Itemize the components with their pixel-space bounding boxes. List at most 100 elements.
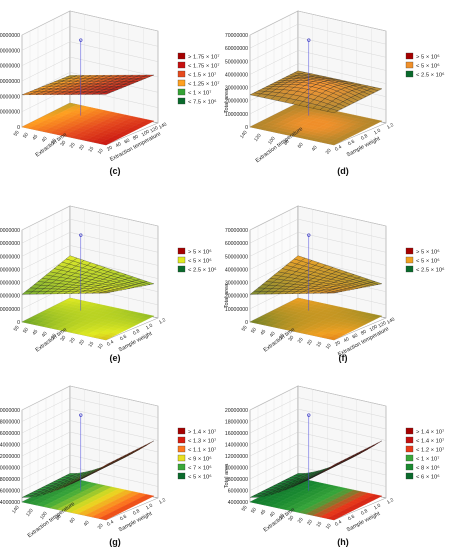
legend: > 5 × 10⁶ < 5 × 10⁶ < 2.5 × 10⁶ [177,247,217,274]
surface-cell [98,92,111,95]
legend-label: > 1.4 × 10⁷ [416,429,444,436]
legend-swatch [405,436,414,444]
y-tick-label: 50 [250,326,258,334]
z-tick-label: 4000000 [0,500,20,506]
legend-label: < 5 × 10⁶ [416,258,440,265]
legend-label: > 5 × 10⁶ [416,249,440,256]
x-tick-label: 120 [149,125,159,134]
z-tick-label: 0 [245,125,248,131]
y-tick-label: 20 [78,338,86,346]
legend-swatch [405,454,414,462]
y-tick-label: 60 [69,516,77,524]
y-tick-label: 30 [287,514,295,522]
y-tick-label: 15 [87,145,95,153]
x-tick-label: 1.2 [386,497,395,506]
legend-swatch [405,472,414,480]
y-tick-label: 25 [69,141,77,149]
data-point-marker [79,233,83,237]
z-tick-label: 60000000 [225,46,248,52]
surface-cell [326,108,339,113]
floor-contour-cell [370,314,383,319]
x-tick-label: 0.4 [334,519,343,528]
legend-swatch [177,472,186,480]
legend-label: < 5 × 10⁶ [188,258,212,265]
legend: > 5 × 10⁶ < 5 × 10⁶ < 2.5 × 10⁶ [405,247,445,274]
z-tick-label: 50000000 [225,254,248,260]
floor-contour-cell [370,494,383,499]
x-tick-label: 1.2 [158,497,167,506]
y-tick-label: 45 [259,508,267,516]
y-tick-label: 55 [241,324,249,332]
legend-swatch [405,256,414,264]
x-tick-label: 80 [360,329,368,337]
y-tick-label: 45 [31,328,39,336]
y-tick-label: 10 [97,342,105,350]
z-tick-label: 60000000 [0,33,20,39]
z-tick-label: 70000000 [225,228,248,234]
surface-cell [326,292,339,294]
legend-swatch [405,70,414,78]
y-tick-label: 140 [11,504,21,514]
floor-contour-cell [370,119,383,124]
legend-swatch [177,463,186,471]
z-tick-label: 12000000 [225,454,248,460]
z-tick-label: 0 [17,320,20,326]
z-axis-title: Total area [224,283,230,308]
x-tick-label: 60 [351,332,359,340]
z-tick-label: 8000000 [0,477,20,483]
z-tick-label: 10000000 [225,466,248,472]
z-tick-label: 20000000 [0,294,20,300]
legend-swatch [177,454,186,462]
x-tick-label: 1.0 [373,128,382,137]
legend: > 5 × 10⁶ < 5 × 10⁶ < 2.5 × 10⁶ [405,52,445,79]
x-tick-label: 100 [369,324,379,333]
x-tick-label: 40 [115,141,123,149]
y-tick-label: 35 [278,512,286,520]
y-tick-label: 40 [269,330,277,338]
legend-swatch [177,70,186,78]
y-tick-label: 10 [97,147,105,155]
y-tick-label: 140 [239,129,249,139]
z-tick-label: 40000000 [0,267,20,273]
y-tick-label: 40 [311,144,319,152]
y-tick-label: 100 [267,135,277,145]
y-tick-label: 50 [22,326,30,334]
y-tick-label: 40 [41,135,49,143]
panel-g: 4000000 6000000 8000000 10000000 12000000 140… [0,385,216,539]
legend-swatch [177,436,186,444]
z-tick-label: 60000000 [225,241,248,247]
legend-swatch [177,79,186,87]
y-tick-label: 30 [59,139,67,147]
y-tick-label: 45 [31,133,39,141]
x-tick-label: 20 [334,340,342,348]
z-tick-label: 30000000 [225,86,248,92]
legend-label: < 8 × 10⁶ [416,465,440,472]
z-tick-label: 0 [245,320,248,326]
z-tick-label: 20000000 [0,408,20,414]
z-tick-label: 40000000 [225,267,248,273]
z-axis-title: Total area [0,283,2,308]
y-tick-label: 55 [241,504,249,512]
x-tick-label: 0.8 [360,133,369,142]
z-axis-title: Total area [0,463,2,488]
y-tick-label: 10 [325,522,333,530]
x-tick-label: 1.0 [145,323,154,332]
x-tick-label: 0.4 [106,339,115,348]
z-tick-label: 40000000 [0,64,20,70]
legend: > 1.4 × 10⁷ < 1.3 × 10⁷ < 1.1 × 10⁷ < 9 × 1… [177,427,216,481]
legend-label: > 5 × 10⁶ [416,54,440,61]
x-tick-label: 140 [158,121,168,130]
x-tick-label: 0.6 [347,139,356,148]
y-tick-label: 60 [297,141,305,149]
y-tick-label: 15 [87,340,95,348]
x-tick-label: 0.6 [347,514,356,523]
y-tick-label: 50 [250,506,258,514]
panel-caption: (f) [339,353,348,363]
x-tick-label: 0.8 [132,508,141,517]
x-tick-label: 0.4 [106,519,115,528]
x-tick-label: 1.0 [373,503,382,512]
z-tick-label: 8000000 [228,477,248,483]
y-tick-label: 55 [13,129,21,137]
panel-c: 0 10000000 20000000 30000000 40000000 5000000… [0,10,219,163]
